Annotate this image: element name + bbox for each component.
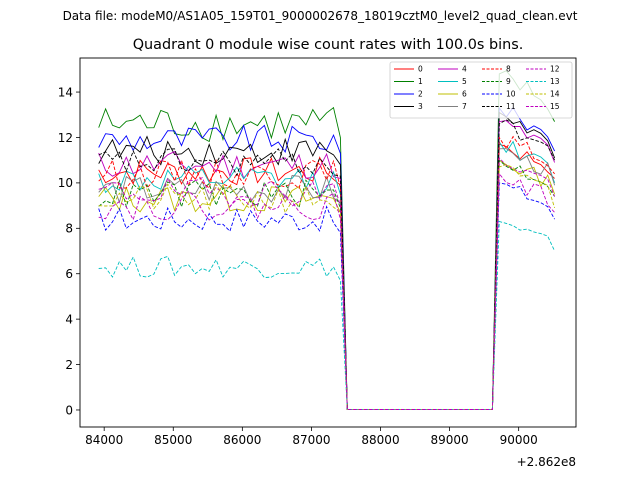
legend-label-1: 1 xyxy=(418,77,423,86)
legend-label-9: 9 xyxy=(506,77,511,86)
legend-label-4: 4 xyxy=(462,65,467,74)
y-tick-label: 6 xyxy=(65,267,73,281)
legend-label-12: 12 xyxy=(550,65,560,74)
series-line-10 xyxy=(98,182,555,410)
x-tick-label: 87000 xyxy=(292,433,330,447)
x-axis: 84000 85000 86000 87000 88000 89000 90000 xyxy=(85,427,538,447)
legend-label-2: 2 xyxy=(418,90,423,99)
legend-box xyxy=(389,61,573,119)
figure-suptitle: Data file: modeM0/AS1A05_159T01_90000026… xyxy=(63,9,578,23)
y-tick-label: 14 xyxy=(58,85,73,99)
legend-label-8: 8 xyxy=(506,65,511,74)
legend-label-6: 6 xyxy=(462,90,467,99)
series-line-8 xyxy=(98,135,555,410)
x-tick-label: 89000 xyxy=(430,433,468,447)
legend-label-11: 11 xyxy=(506,102,516,111)
series-line-13 xyxy=(98,220,556,410)
series-layer xyxy=(98,70,556,410)
y-tick-label: 10 xyxy=(58,176,73,190)
legend-label-14: 14 xyxy=(550,90,560,99)
y-tick-label: 8 xyxy=(65,222,73,236)
series-line-6 xyxy=(98,159,556,410)
series-line-9 xyxy=(98,159,555,410)
legend-label-10: 10 xyxy=(506,90,516,99)
series-line-12 xyxy=(98,156,556,410)
plot-area-frame xyxy=(79,57,577,428)
x-tick-label: 85000 xyxy=(154,433,192,447)
legend-label-5: 5 xyxy=(462,77,467,86)
y-tick-label: 4 xyxy=(65,312,73,326)
legend-label-13: 13 xyxy=(550,77,560,86)
x-axis-offset-label: +2.862e8 xyxy=(517,455,576,469)
series-line-14 xyxy=(98,164,556,410)
series-line-2 xyxy=(98,106,556,410)
y-axis: 0 2 4 6 8 10 12 14 xyxy=(58,85,80,417)
legend-label-15: 15 xyxy=(550,102,560,111)
series-line-4 xyxy=(98,120,556,410)
y-tick-label: 0 xyxy=(65,403,73,417)
series-line-1 xyxy=(98,70,555,410)
x-tick-label: 86000 xyxy=(223,433,261,447)
series-line-0 xyxy=(98,143,555,410)
series-line-11 xyxy=(98,119,556,410)
y-tick-label: 12 xyxy=(58,131,73,145)
chart-title: Quadrant 0 module wise count rates with … xyxy=(133,37,524,53)
legend-label-0: 0 xyxy=(418,65,423,74)
series-line-15 xyxy=(98,172,555,410)
series-line-3 xyxy=(98,111,556,410)
x-tick-label: 88000 xyxy=(361,433,399,447)
x-tick-label: 90000 xyxy=(500,433,538,447)
legend-label-7: 7 xyxy=(462,102,467,111)
y-tick-label: 2 xyxy=(65,358,73,372)
legend-label-3: 3 xyxy=(418,102,423,111)
x-tick-label: 84000 xyxy=(85,433,123,447)
